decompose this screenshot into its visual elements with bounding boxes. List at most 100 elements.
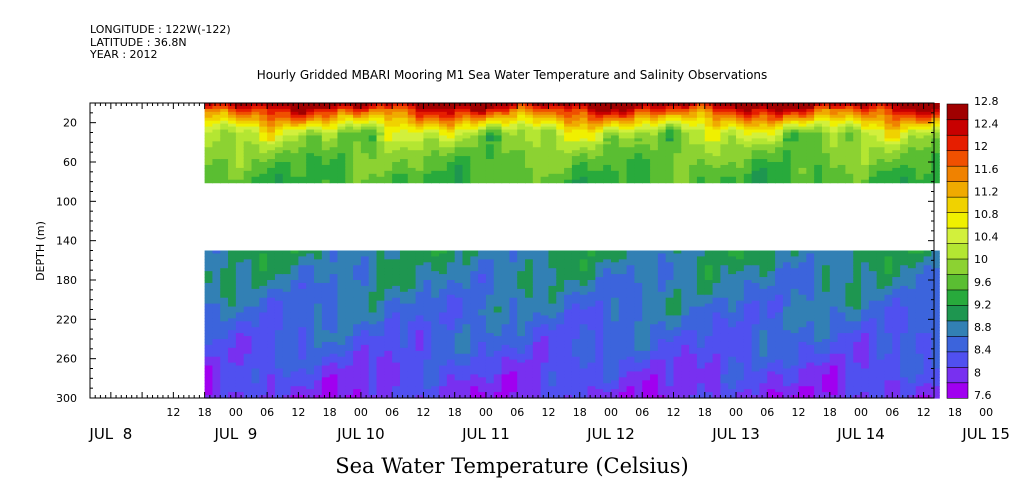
heatmap-cell xyxy=(290,129,299,134)
heatmap-cell xyxy=(407,327,417,331)
heatmap-cell xyxy=(345,362,354,367)
heatmap-cell xyxy=(251,309,260,314)
heatmap-cell xyxy=(689,259,698,263)
heatmap-cell xyxy=(329,164,339,169)
heatmap-cell xyxy=(228,309,237,314)
heatmap-cell xyxy=(681,176,690,181)
heatmap-cell xyxy=(204,291,214,296)
heatmap-cell xyxy=(274,280,284,284)
heatmap-cell xyxy=(204,333,214,337)
heatmap-cell xyxy=(384,179,393,184)
heatmap-cell xyxy=(431,265,440,269)
heatmap-cell xyxy=(603,365,612,370)
heatmap-cell xyxy=(548,389,557,393)
heatmap-cell xyxy=(314,111,323,116)
heatmap-cell xyxy=(329,353,339,358)
heatmap-cell xyxy=(579,294,589,299)
heatmap-cell xyxy=(329,108,339,113)
heatmap-cell xyxy=(642,309,651,314)
heatmap-cell xyxy=(407,321,417,325)
heatmap-cell xyxy=(665,377,675,381)
heatmap-cell xyxy=(657,374,667,378)
heatmap-cell xyxy=(610,280,620,284)
heatmap-cell xyxy=(618,164,628,169)
heatmap-cell xyxy=(626,300,636,305)
heatmap-cell xyxy=(392,256,401,260)
heatmap-cell xyxy=(431,336,440,340)
heatmap-cell xyxy=(603,176,612,181)
heatmap-cell xyxy=(587,277,596,281)
heatmap-cell xyxy=(564,336,573,340)
heatmap-cell xyxy=(532,300,542,305)
heatmap-cell xyxy=(228,274,237,278)
heatmap-cell xyxy=(228,392,237,396)
heatmap-cell xyxy=(243,359,253,364)
heatmap-cell xyxy=(360,339,370,343)
heatmap-cell xyxy=(243,303,253,308)
heatmap-cell xyxy=(282,111,292,116)
heatmap-cell xyxy=(368,336,378,340)
heatmap-cell xyxy=(353,156,362,160)
heatmap-cell xyxy=(431,330,440,334)
heatmap-cell xyxy=(673,259,682,263)
heatmap-cell xyxy=(595,282,604,287)
heatmap-cell xyxy=(267,359,276,364)
heatmap-cell xyxy=(493,347,503,352)
heatmap-cell xyxy=(376,374,385,378)
heatmap-cell xyxy=(493,356,503,361)
heatmap-cell xyxy=(321,271,331,275)
heatmap-cell xyxy=(368,344,378,349)
heatmap-cell xyxy=(603,383,612,387)
heatmap-cell xyxy=(298,120,307,125)
heatmap-cell xyxy=(571,386,581,390)
heatmap-cell xyxy=(384,344,393,349)
heatmap-cell xyxy=(689,170,698,175)
heatmap-cell xyxy=(610,123,620,128)
heatmap-cell xyxy=(376,285,385,290)
heatmap-cell xyxy=(439,377,448,381)
heatmap-cell xyxy=(415,173,425,178)
heatmap-cell xyxy=(681,300,690,305)
heatmap-cell xyxy=(329,129,339,134)
heatmap-cell xyxy=(251,312,260,316)
heatmap-cell xyxy=(306,315,315,319)
heatmap-cell xyxy=(587,350,596,355)
heatmap-cell xyxy=(446,285,456,290)
heatmap-cell xyxy=(415,291,425,296)
heatmap-cell xyxy=(704,315,714,319)
heatmap-cell xyxy=(634,347,643,352)
heatmap-cell xyxy=(696,315,706,319)
heatmap-cell xyxy=(689,336,698,340)
heatmap-cell xyxy=(329,386,339,390)
heatmap-cell xyxy=(673,291,682,296)
heatmap-cell xyxy=(571,132,581,137)
heatmap-cell xyxy=(446,173,456,178)
heatmap-cell xyxy=(243,179,253,184)
heatmap-cell xyxy=(376,336,385,340)
heatmap-cell xyxy=(259,327,268,331)
heatmap-cell xyxy=(282,129,292,134)
heatmap-cell xyxy=(579,359,589,364)
heatmap-cell xyxy=(415,380,425,384)
heatmap-cell xyxy=(282,268,292,272)
heatmap-cell xyxy=(204,132,214,137)
heatmap-cell xyxy=(673,120,682,125)
heatmap-cell xyxy=(220,392,229,396)
heatmap-cell xyxy=(548,327,557,331)
heatmap-cell xyxy=(525,333,534,337)
heatmap-cell xyxy=(571,291,581,296)
heatmap-cell xyxy=(696,336,706,340)
heatmap-cell xyxy=(337,277,346,281)
heatmap-cell xyxy=(274,135,284,139)
heatmap-cell xyxy=(517,350,526,355)
heatmap-cell xyxy=(689,256,698,260)
heatmap-cell xyxy=(282,141,292,145)
heatmap-cell xyxy=(392,318,401,322)
heatmap-cell xyxy=(329,362,339,367)
heatmap-cell xyxy=(485,129,495,134)
heatmap-cell xyxy=(657,371,667,375)
heatmap-cell xyxy=(298,176,307,181)
heatmap-cell xyxy=(493,108,503,113)
heatmap-cell xyxy=(251,353,260,358)
heatmap-cell xyxy=(540,321,550,325)
